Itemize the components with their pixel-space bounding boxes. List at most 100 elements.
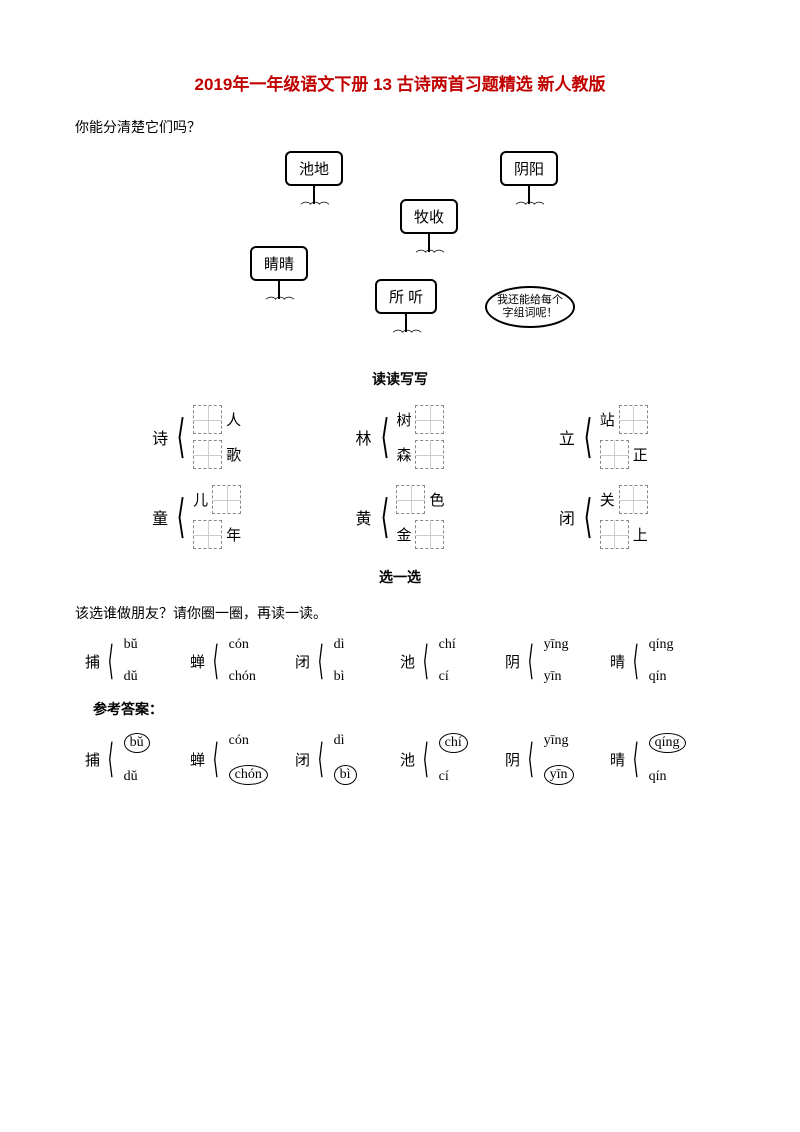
rw-pair: 年 <box>193 520 241 549</box>
pinyin-answer: 捕⟨bǔdǔ蝉⟨cónchón闭⟨dìbì池⟨chící阴⟨yīngyīn晴⟨q… <box>75 733 725 785</box>
sign: 牧收⌒⌒⌒ <box>400 199 458 260</box>
pinyin-group: 池⟨chící <box>400 637 505 685</box>
sign: 阴阳⌒⌒⌒ <box>500 151 558 212</box>
pinyin-char: 蝉 <box>190 749 205 770</box>
rw-pair: 正 <box>600 440 648 469</box>
pinyin-option: yīn <box>540 765 578 785</box>
writing-box[interactable] <box>600 440 629 469</box>
pair-char: 关 <box>600 489 615 510</box>
writing-box[interactable] <box>600 520 629 549</box>
writing-box[interactable] <box>415 440 444 469</box>
pinyin-option[interactable]: qíng <box>645 637 678 653</box>
pinyin-option[interactable]: cí <box>435 669 460 685</box>
pinyin-option[interactable]: cón <box>225 637 260 653</box>
rw-group: 林⟨树森 <box>356 405 445 469</box>
pair-char: 歌 <box>226 444 241 465</box>
pinyin-option: qíng <box>645 733 690 753</box>
sign: 睛晴⌒⌒⌒ <box>250 246 308 307</box>
rw-char: 林 <box>356 425 372 449</box>
rw-char: 诗 <box>152 425 168 449</box>
pair-char: 森 <box>396 444 411 465</box>
writing-box[interactable] <box>619 485 648 514</box>
pinyin-group: 蝉⟨cónchón <box>190 733 295 785</box>
sign-board: 牧收 <box>400 199 458 234</box>
pinyin-option[interactable]: bì <box>330 669 349 685</box>
rw-pair: 儿 <box>193 485 241 514</box>
circled-answer: yīn <box>544 765 574 785</box>
pair-char: 树 <box>396 409 411 430</box>
pinyin-char: 晴 <box>610 651 625 672</box>
pinyin-group: 闭⟨dìbì <box>295 733 400 785</box>
pinyin-option[interactable]: dì <box>330 637 349 653</box>
writing-box[interactable] <box>396 485 425 514</box>
pinyin-char: 闭 <box>295 749 310 770</box>
rw-group: 立⟨站正 <box>559 405 648 469</box>
pinyin-group: 池⟨chící <box>400 733 505 785</box>
rw-char: 闭 <box>559 505 575 529</box>
pinyin-option[interactable]: bǔ <box>120 637 142 653</box>
rw-char: 黄 <box>356 505 372 529</box>
sign-board: 所 听 <box>375 279 437 314</box>
pinyin-char: 捕 <box>85 651 100 672</box>
pinyin-char: 池 <box>400 749 415 770</box>
question-1: 你能分清楚它们吗？ <box>75 117 725 137</box>
sign-board: 池地 <box>285 151 343 186</box>
rw-pair: 金 <box>396 520 444 549</box>
writing-box[interactable] <box>193 440 222 469</box>
pinyin-group: 晴⟨qíngqín <box>610 637 715 685</box>
pair-char: 站 <box>600 409 615 430</box>
writing-box[interactable] <box>415 520 444 549</box>
writing-box[interactable] <box>193 520 222 549</box>
pinyin-option[interactable]: dǔ <box>120 669 142 685</box>
pinyin-option: bì <box>330 765 361 785</box>
pair-char: 儿 <box>193 489 208 510</box>
pinyin-group: 闭⟨dìbì <box>295 637 400 685</box>
writing-box[interactable] <box>212 485 241 514</box>
pair-char: 上 <box>633 524 648 545</box>
pair-char: 色 <box>429 489 444 510</box>
pinyin-option[interactable]: yīn <box>540 669 573 685</box>
rw-pair: 森 <box>396 440 444 469</box>
circled-answer: chón <box>229 765 268 785</box>
pinyin-option[interactable]: chí <box>435 637 460 653</box>
page-title: 2019年一年级语文下册 13 古诗两首习题精选 新人教版 <box>75 70 725 95</box>
rw-pair: 站 <box>600 405 648 434</box>
rw-pair: 树 <box>396 405 444 434</box>
signs-diagram: 池地⌒⌒⌒ 阴阳⌒⌒⌒ 牧收⌒⌒⌒ 睛晴⌒⌒⌒ 所 听⌒⌒⌒ 我还能给每个字组词呢！ <box>175 151 725 351</box>
pinyin-option: qín <box>645 769 690 785</box>
circled-answer: bì <box>334 765 357 785</box>
pinyin-option[interactable]: qín <box>645 669 678 685</box>
pinyin-group: 蝉⟨cónchón <box>190 637 295 685</box>
rw-pair: 关 <box>600 485 648 514</box>
sign: 池地⌒⌒⌒ <box>285 151 343 212</box>
readwrite-container: 诗⟨人歌林⟨树森立⟨站正童⟨儿年黄⟨色金闭⟨关上 <box>75 405 725 549</box>
writing-box[interactable] <box>619 405 648 434</box>
pair-char: 年 <box>226 524 241 545</box>
sign: 所 听⌒⌒⌒ <box>375 279 437 340</box>
rw-pair: 人 <box>193 405 241 434</box>
pair-char: 金 <box>396 524 411 545</box>
pinyin-char: 阴 <box>505 651 520 672</box>
pinyin-group: 晴⟨qíngqín <box>610 733 715 785</box>
circled-answer: qíng <box>649 733 686 753</box>
writing-box[interactable] <box>193 405 222 434</box>
writing-box[interactable] <box>415 405 444 434</box>
pinyin-option: cí <box>435 769 472 785</box>
speech-bubble: 我还能给每个字组词呢！ <box>485 286 575 328</box>
rw-char: 立 <box>559 425 575 449</box>
pinyin-option: chí <box>435 733 472 753</box>
pinyin-option: bǔ <box>120 733 154 753</box>
sign-board: 睛晴 <box>250 246 308 281</box>
pinyin-group: 捕⟨bǔdǔ <box>85 637 190 685</box>
rw-group: 闭⟨关上 <box>559 485 648 549</box>
pinyin-option[interactable]: chón <box>225 669 260 685</box>
pinyin-char: 池 <box>400 651 415 672</box>
circled-answer: chí <box>439 733 468 753</box>
section-choose: 选一选 <box>75 567 725 587</box>
pinyin-option[interactable]: yīng <box>540 637 573 653</box>
pinyin-question: 捕⟨bǔdǔ蝉⟨cónchón闭⟨dìbì池⟨chící阴⟨yīngyīn晴⟨q… <box>75 637 725 685</box>
answer-label: 参考答案： <box>93 699 725 719</box>
pinyin-option: dǔ <box>120 769 154 785</box>
rw-pair: 上 <box>600 520 648 549</box>
pinyin-option: dì <box>330 733 361 749</box>
